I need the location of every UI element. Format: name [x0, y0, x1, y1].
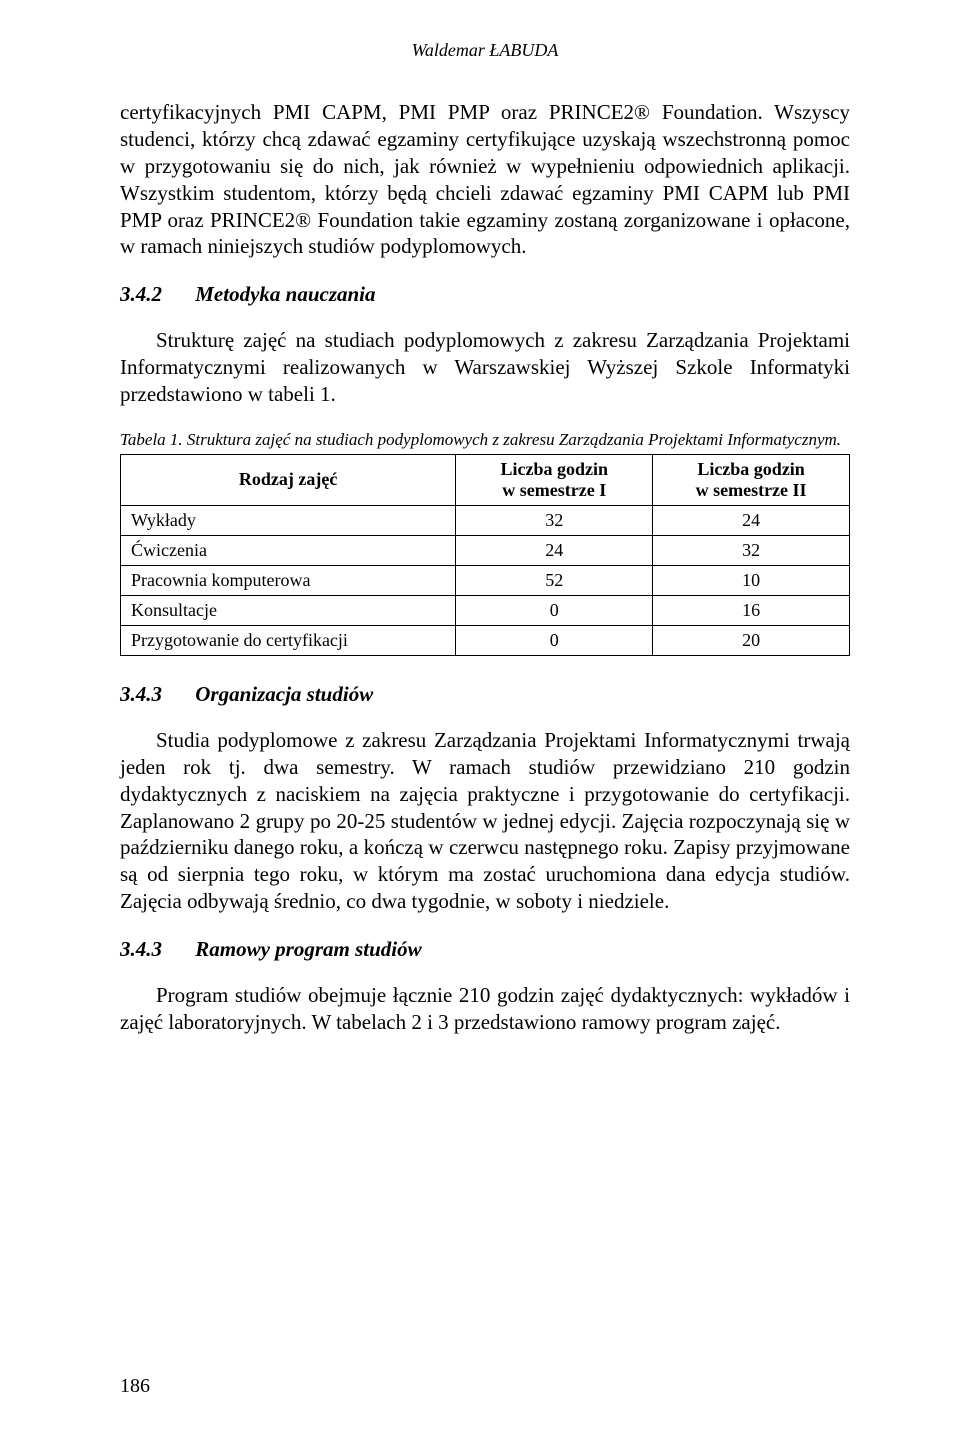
- section-title: Metodyka nauczania: [195, 282, 375, 306]
- table-cell: 16: [653, 595, 850, 625]
- header-line: Liczba godzin: [500, 459, 608, 479]
- table-header-cell: Liczba godzin w semestrze I: [456, 454, 653, 505]
- table1: Rodzaj zajęć Liczba godzin w semestrze I…: [120, 454, 850, 656]
- table-cell: 10: [653, 565, 850, 595]
- table-cell: 24: [456, 535, 653, 565]
- table-cell: Ćwiczenia: [121, 535, 456, 565]
- table-cell: 24: [653, 505, 850, 535]
- section-title: Ramowy program studiów: [195, 937, 421, 961]
- table1-caption: Tabela 1. Struktura zajęć na studiach po…: [120, 430, 850, 450]
- section-number: 3.4.2: [120, 282, 190, 307]
- table-header-cell: Rodzaj zajęć: [121, 454, 456, 505]
- table-row: Ćwiczenia 24 32: [121, 535, 850, 565]
- header-line: w semestrze II: [696, 480, 807, 500]
- table-cell: 32: [653, 535, 850, 565]
- section-heading-342: 3.4.2 Metodyka nauczania: [120, 282, 850, 307]
- table-header-row: Rodzaj zajęć Liczba godzin w semestrze I…: [121, 454, 850, 505]
- header-line: Liczba godzin: [697, 459, 805, 479]
- section-number: 3.4.3: [120, 937, 190, 962]
- section-title: Organizacja studiów: [195, 682, 373, 706]
- table-cell: 32: [456, 505, 653, 535]
- table-row: Przygotowanie do certyfikacji 0 20: [121, 625, 850, 655]
- table-header-cell: Liczba godzin w semestrze II: [653, 454, 850, 505]
- table-row: Pracownia komputerowa 52 10: [121, 565, 850, 595]
- paragraph-program: Program studiów obejmuje łącznie 210 god…: [120, 982, 850, 1036]
- section-number: 3.4.3: [120, 682, 190, 707]
- author-header: Waldemar ŁABUDA: [120, 40, 850, 61]
- table-cell: 52: [456, 565, 653, 595]
- table-cell: Konsultacje: [121, 595, 456, 625]
- section-heading-343b: 3.4.3 Ramowy program studiów: [120, 937, 850, 962]
- paragraph-intro: certyfikacyjnych PMI CAPM, PMI PMP oraz …: [120, 99, 850, 260]
- table-cell: 0: [456, 625, 653, 655]
- header-line: w semestrze I: [502, 480, 606, 500]
- section-heading-343a: 3.4.3 Organizacja studiów: [120, 682, 850, 707]
- table-cell: Pracownia komputerowa: [121, 565, 456, 595]
- paragraph-organization: Studia podyplomowe z zakresu Zarządzania…: [120, 727, 850, 915]
- table-cell: 20: [653, 625, 850, 655]
- table-cell: 0: [456, 595, 653, 625]
- table-cell: Wykłady: [121, 505, 456, 535]
- table-row: Konsultacje 0 16: [121, 595, 850, 625]
- table-cell: Przygotowanie do certyfikacji: [121, 625, 456, 655]
- document-page: Waldemar ŁABUDA certyfikacyjnych PMI CAP…: [0, 0, 960, 1448]
- page-number: 186: [120, 1375, 150, 1398]
- table-row: Wykłady 32 24: [121, 505, 850, 535]
- paragraph-methodology: Strukturę zajęć na studiach podyplomowyc…: [120, 327, 850, 408]
